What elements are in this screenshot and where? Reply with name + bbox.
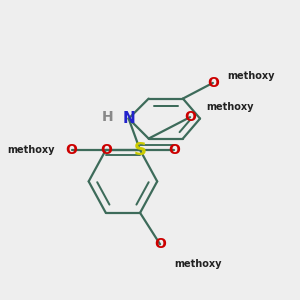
Text: H: H [101,110,113,124]
Text: O: O [100,143,112,157]
Text: O: O [207,76,219,90]
Text: O: O [154,237,166,251]
Text: O: O [168,143,180,157]
Text: O: O [66,143,77,157]
Text: methoxy: methoxy [227,71,275,81]
Text: methoxy: methoxy [174,259,222,269]
Text: N: N [122,111,135,126]
Text: methoxy: methoxy [7,145,54,155]
Text: O: O [184,110,196,124]
Text: methoxy: methoxy [206,102,253,112]
Text: S: S [134,141,147,159]
